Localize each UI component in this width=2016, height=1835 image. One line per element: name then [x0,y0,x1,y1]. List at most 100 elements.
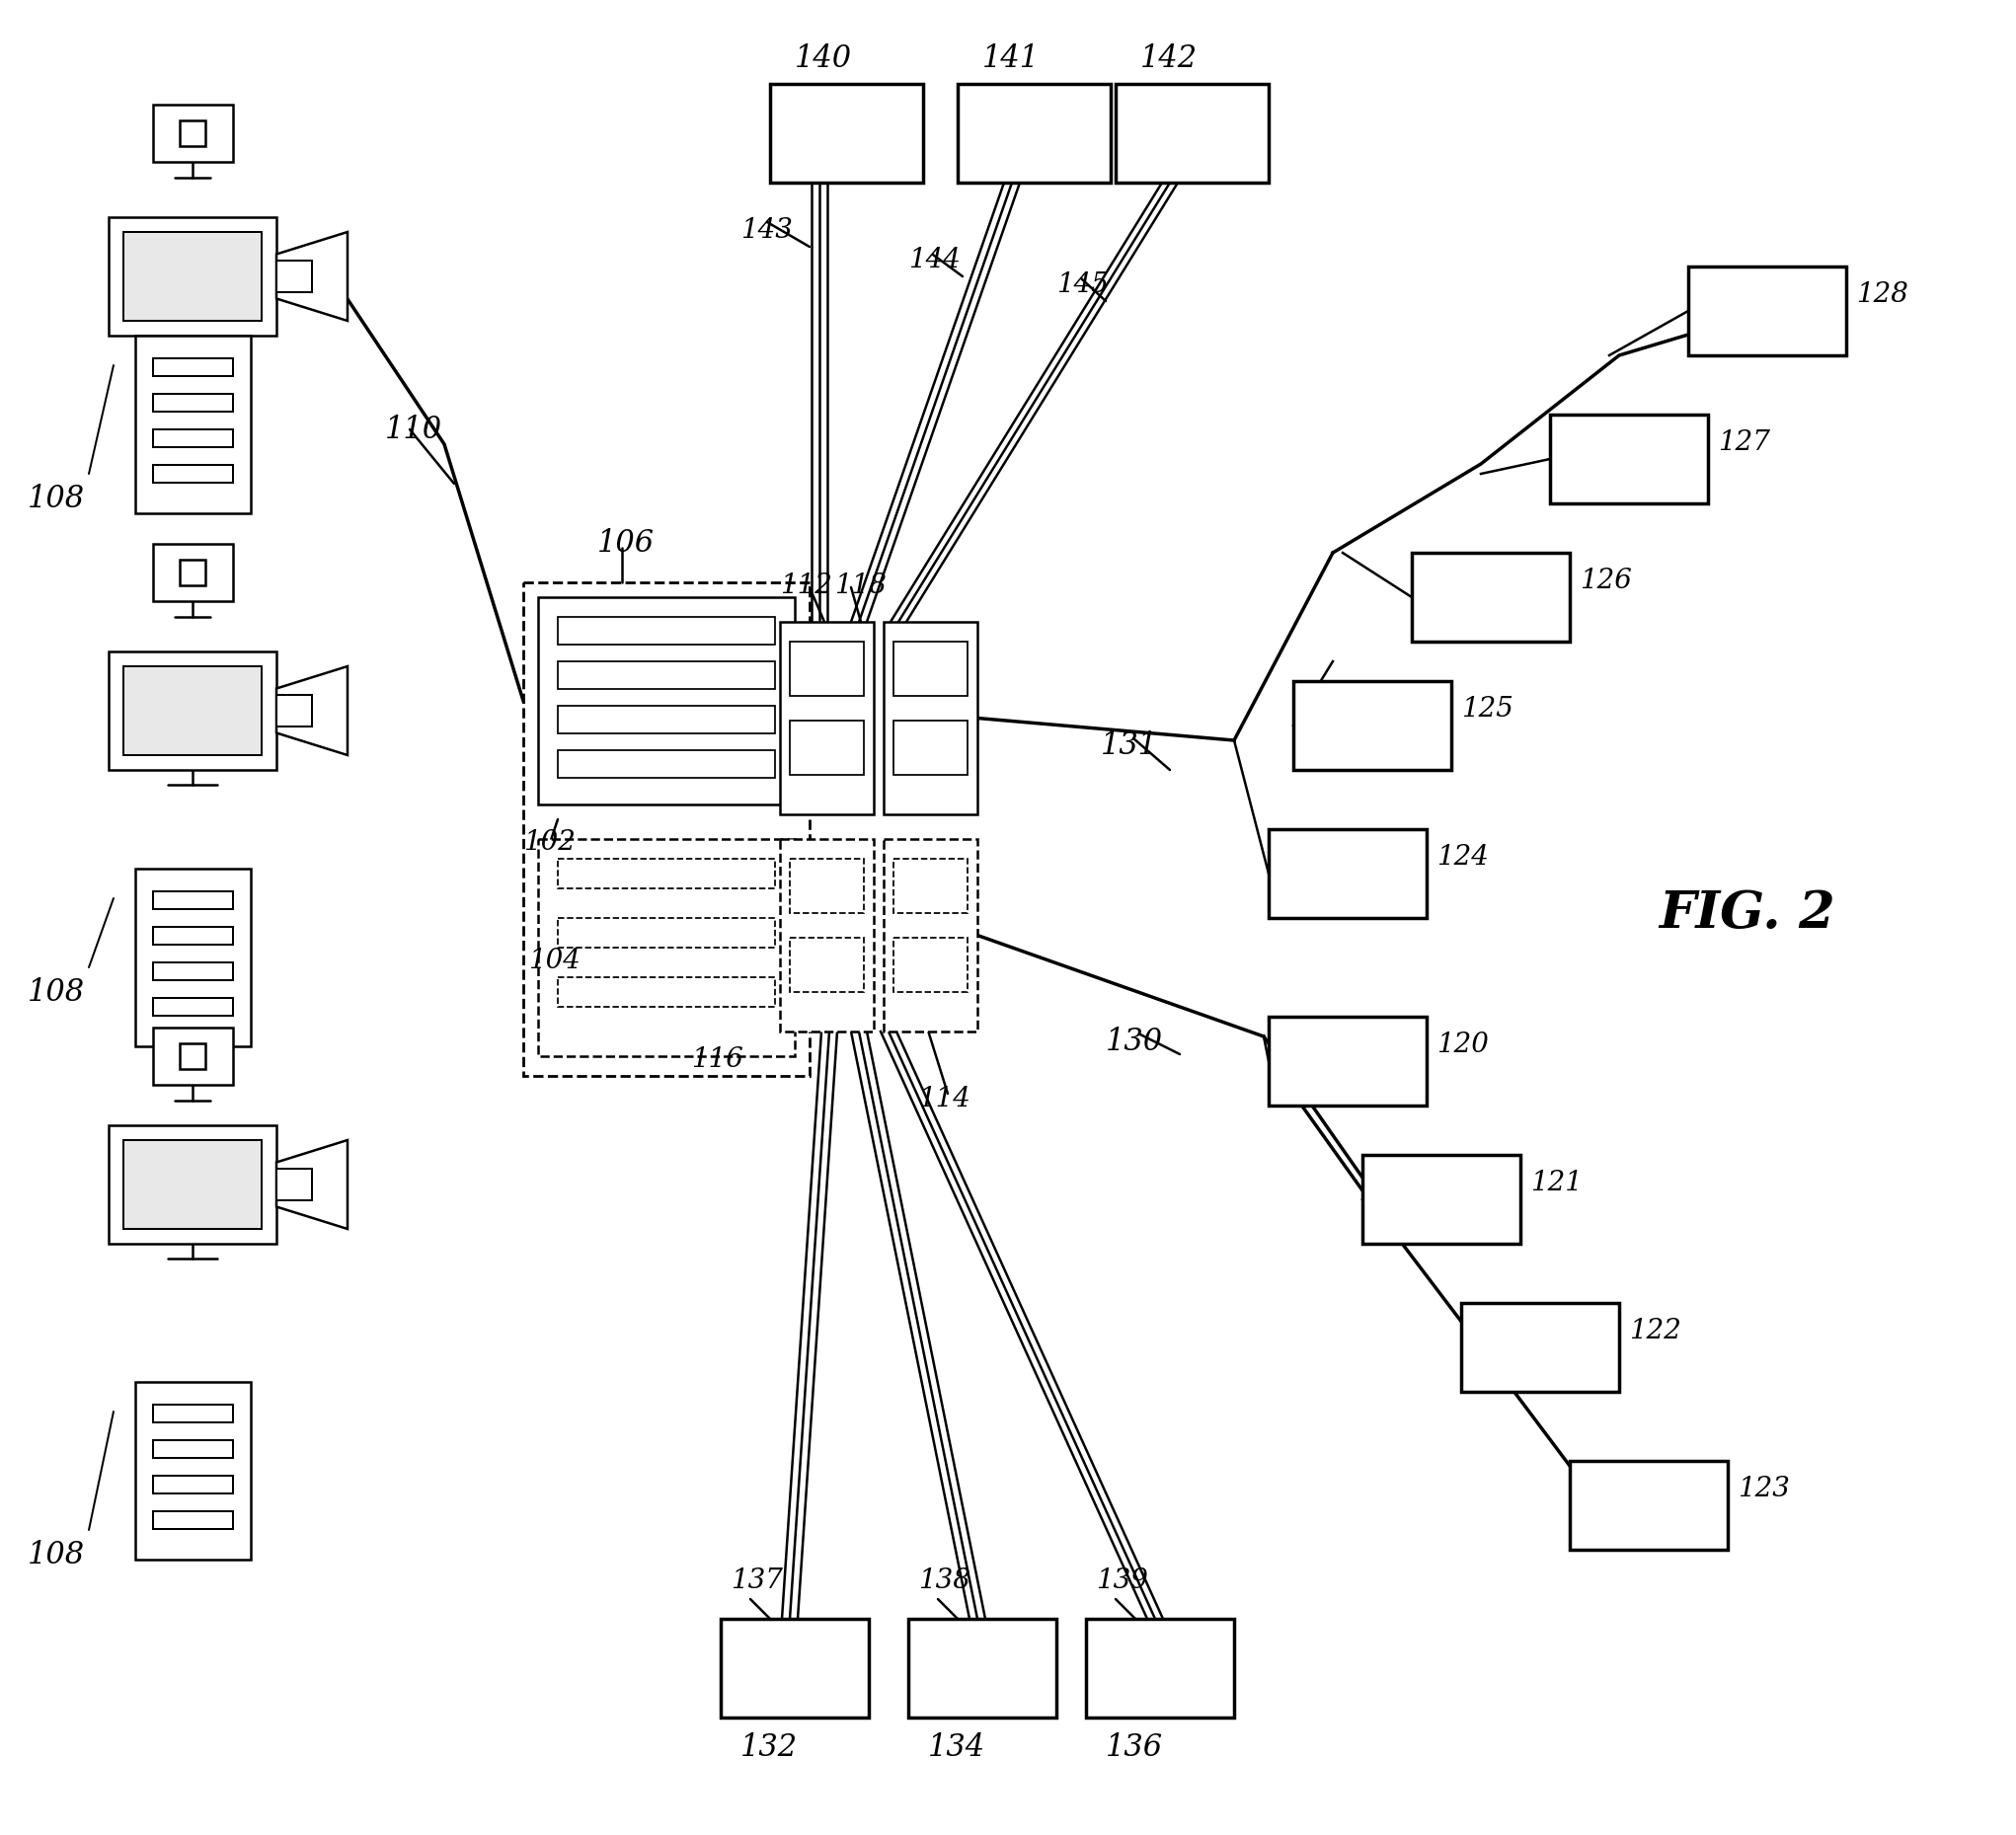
Text: 123: 123 [1738,1475,1790,1503]
Text: 130: 130 [1105,1026,1163,1057]
Bar [1411,552,1570,642]
Bar [538,839,794,1057]
Text: 137: 137 [730,1567,782,1595]
Bar [153,1028,232,1084]
Text: FIG. 2: FIG. 2 [1659,888,1835,940]
Bar [153,1440,232,1457]
Text: 108: 108 [28,484,85,514]
Text: 139: 139 [1097,1567,1147,1595]
Text: 144: 144 [909,246,960,273]
Bar [153,105,232,161]
Text: 132: 132 [740,1732,798,1763]
Text: 102: 102 [524,829,575,855]
Bar [276,1169,312,1200]
Bar [893,642,968,695]
Bar [1687,266,1847,356]
Text: 131: 131 [1101,730,1157,762]
Bar [153,998,232,1015]
Bar [153,464,232,483]
Text: 127: 127 [1718,429,1770,457]
Bar [790,859,865,914]
Bar [558,617,774,644]
Bar [109,1125,276,1244]
Bar [135,868,250,1046]
Text: 126: 126 [1581,567,1631,595]
Text: 136: 136 [1105,1732,1163,1763]
Bar [1268,1017,1427,1105]
Bar [153,1510,232,1529]
Text: 112: 112 [780,573,833,600]
Bar [135,1382,250,1560]
Bar [123,231,262,321]
Polygon shape [276,666,347,756]
Text: 128: 128 [1857,281,1909,308]
Text: 108: 108 [28,978,85,1007]
Bar [135,336,250,514]
Bar [1087,1618,1234,1718]
Text: 124: 124 [1437,844,1488,870]
Text: 122: 122 [1629,1318,1681,1345]
Bar [909,1618,1056,1718]
Text: 116: 116 [691,1046,744,1073]
Bar [558,918,774,947]
Text: 125: 125 [1462,695,1514,723]
Text: 121: 121 [1530,1169,1583,1196]
Bar [153,1404,232,1422]
Bar [790,642,865,695]
Bar [883,622,978,815]
Polygon shape [276,231,347,321]
Text: 142: 142 [1141,44,1198,73]
Bar [153,358,232,376]
Bar [558,661,774,688]
Text: 110: 110 [385,415,442,446]
Text: 114: 114 [917,1086,970,1112]
Bar [179,1044,206,1068]
Bar [790,938,865,993]
Bar [276,261,312,292]
Bar [558,978,774,1007]
Bar [1294,681,1452,771]
Bar [123,666,262,756]
Bar [558,706,774,734]
Bar [123,1140,262,1229]
Bar [153,393,232,411]
Text: 134: 134 [927,1732,986,1763]
Bar [958,84,1111,184]
Bar [1550,415,1708,503]
Bar [1268,829,1427,918]
Text: 143: 143 [740,217,792,244]
Text: 138: 138 [917,1567,970,1595]
Bar [153,962,232,980]
Bar [1570,1461,1728,1551]
Bar [770,84,923,184]
Bar [109,651,276,771]
Bar [538,596,794,804]
Bar [558,859,774,888]
Text: 145: 145 [1056,272,1109,297]
Text: 140: 140 [794,44,853,73]
Bar [153,1475,232,1494]
Bar [893,859,968,914]
Bar [883,839,978,1031]
Bar [780,839,873,1031]
Bar [1363,1154,1520,1244]
Bar [1462,1303,1619,1391]
Text: 141: 141 [982,44,1040,73]
Text: 106: 106 [597,528,655,558]
Bar [153,890,232,908]
Text: 108: 108 [28,1540,85,1571]
Bar [276,695,312,727]
Bar [153,429,232,446]
Bar [153,927,232,945]
Bar [109,217,276,336]
Bar [893,721,968,774]
Bar [893,938,968,993]
Bar [558,751,774,778]
Bar [524,582,810,1075]
Bar [790,721,865,774]
Bar [720,1618,869,1718]
Text: 120: 120 [1437,1031,1488,1059]
Text: 118: 118 [835,573,887,600]
Bar [1115,84,1268,184]
Text: 104: 104 [528,947,581,974]
